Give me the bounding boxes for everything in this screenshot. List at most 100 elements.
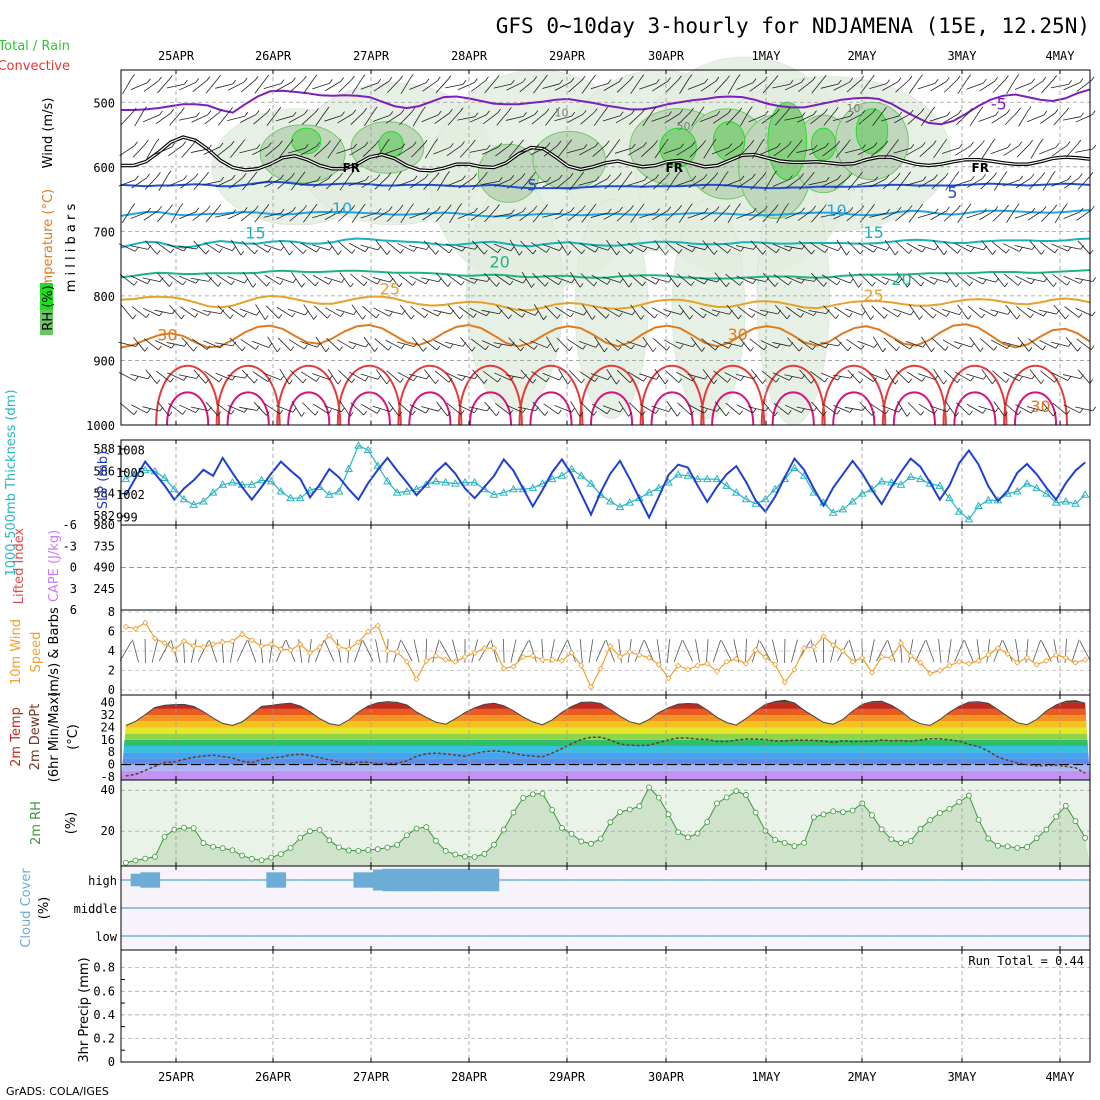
wind-barb <box>869 244 887 251</box>
wind-barb-flag <box>883 106 887 112</box>
wind-barb-flag <box>849 278 854 284</box>
rh-marker <box>772 837 778 843</box>
wind-barb <box>639 373 657 380</box>
wind-barb <box>302 402 316 416</box>
temp-tick-label: 24 <box>101 720 115 734</box>
surface-wind-barb <box>848 639 857 663</box>
wind-barb <box>532 273 546 287</box>
rh-marker <box>442 847 449 854</box>
wind-barb <box>191 114 209 123</box>
wind-barb <box>484 272 497 287</box>
cloud-cell-low <box>721 935 732 937</box>
wind-barb <box>869 178 887 188</box>
wind-barb <box>993 175 1005 191</box>
thickness-marker <box>838 504 848 513</box>
wind-barb <box>457 116 476 121</box>
wind-barb <box>784 245 803 250</box>
wind-speed-marker <box>897 640 905 647</box>
wind-barb <box>966 275 984 285</box>
wind-barb-flag <box>825 142 829 148</box>
wind-barb <box>217 305 231 319</box>
wind-barb-flag <box>229 107 233 112</box>
wind-barb <box>724 145 741 157</box>
wind-barb <box>166 83 185 89</box>
wind-speed-marker <box>122 623 129 630</box>
isotherm-label: -5 <box>991 94 1007 113</box>
wind-barb <box>689 144 703 158</box>
thickness-marker <box>547 474 557 483</box>
wind-barb <box>1004 111 1018 126</box>
wind-barb-flag <box>920 410 925 416</box>
wind-barb <box>275 115 294 122</box>
wind-barb-flag <box>849 207 854 212</box>
surface-wind-barb <box>954 640 965 662</box>
thickness-marker <box>295 493 305 502</box>
wind-barb <box>664 113 680 124</box>
wind-barb-flag <box>497 377 501 383</box>
thickness-marker <box>896 480 906 488</box>
wind-axis-title: 10m Wind <box>9 619 24 685</box>
wind-barb <box>240 338 256 350</box>
surface-wind-barb <box>869 639 875 663</box>
wind-barb <box>784 275 802 284</box>
wind-barb-flag <box>715 345 719 351</box>
isotherm-magenta <box>347 391 391 426</box>
wind-barb <box>723 341 742 347</box>
wind-barb-flag <box>580 171 585 177</box>
rh-marker <box>936 810 943 816</box>
wind-barb-flag <box>774 204 779 209</box>
wind-barb <box>809 370 825 383</box>
wind-barb <box>811 401 824 416</box>
wind-barb-flag <box>858 283 862 288</box>
wind-barb <box>349 145 366 156</box>
cloud-cell-high <box>208 879 219 881</box>
wind-barb-flag <box>752 78 757 83</box>
rh-marker <box>1014 845 1021 851</box>
wind-barb <box>846 80 861 93</box>
wind-barb-flag <box>447 75 452 80</box>
date-label-bottom: 27APR <box>353 1070 390 1084</box>
surface-wind-barb <box>451 639 459 663</box>
cloud-cell-middle <box>440 907 451 909</box>
surface-wind-barb <box>354 639 363 663</box>
surface-wind-barb <box>745 638 747 664</box>
wind-barb <box>336 309 354 316</box>
wind-barb-flag <box>337 139 342 144</box>
wind-barb <box>990 147 1008 155</box>
wind-barb <box>253 402 267 416</box>
wind-barb-flag <box>340 77 345 82</box>
cloud-cell-high <box>683 879 694 881</box>
cloud-cell-middle <box>915 907 926 909</box>
wind-barb <box>118 243 136 252</box>
wind-barb-flag <box>496 204 500 209</box>
wind-barb-flag <box>168 411 173 417</box>
surface-wind-barb <box>579 639 583 663</box>
wind-barb <box>811 208 824 223</box>
wind-tick-label: 8 <box>108 605 115 619</box>
wind-barb <box>312 212 330 219</box>
wind-barb <box>652 210 669 221</box>
wind-barb <box>288 113 305 124</box>
wind-barb-flag <box>460 410 465 415</box>
cloud-cell-middle <box>246 907 257 909</box>
wind-barb-flag <box>510 175 515 180</box>
cloud-cell-middle <box>673 907 684 909</box>
cloud-cell-low <box>847 935 858 937</box>
wind-barb <box>216 274 232 286</box>
surface-wind-barb <box>556 640 568 662</box>
wind-barb <box>630 304 642 320</box>
wind-barb-flag <box>725 171 729 176</box>
date-label-top: 29APR <box>549 49 586 63</box>
temp-band <box>121 758 1090 765</box>
cloud-cell-high <box>547 879 558 881</box>
wind-barb <box>121 304 134 320</box>
wind-speed-marker <box>713 668 721 675</box>
wind-barb-flag <box>1064 203 1068 208</box>
wind-barb <box>821 372 839 381</box>
wind-barb <box>604 176 619 190</box>
wind-barb <box>666 272 678 288</box>
cloud-cell-middle <box>402 907 412 909</box>
wind-barb <box>627 145 644 156</box>
wind-barb <box>957 207 969 223</box>
wind-barb <box>190 277 209 282</box>
